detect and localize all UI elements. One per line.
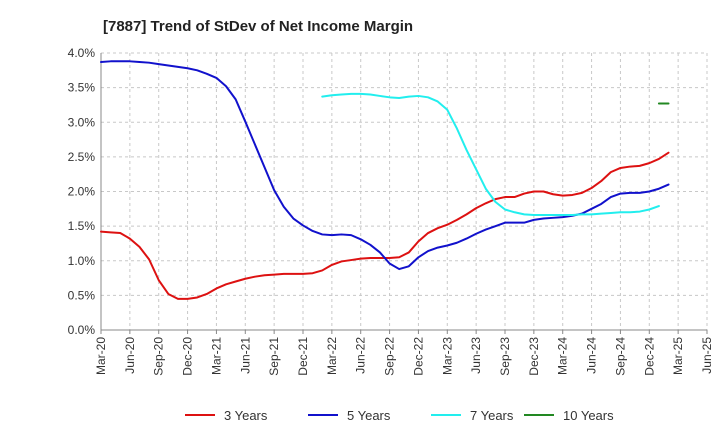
x-tick-label: Jun-24	[585, 337, 599, 374]
grid-lines	[101, 52, 708, 330]
series-line-7-years	[321, 92, 660, 217]
x-tick-label: Mar-24	[556, 337, 570, 375]
y-tick-label: 3.0%	[68, 115, 96, 129]
y-tick-label: 0.5%	[68, 288, 96, 302]
x-tick-label: Jun-20	[123, 337, 137, 374]
x-tick-label: Sep-21	[267, 337, 281, 376]
legend-label-3-years: 3 Years	[224, 408, 268, 423]
x-tick-labels: Mar-20 Jun-20 Sep-20 Dec-20 Mar-21 Jun-21 Sep-…	[94, 337, 714, 376]
y-tick-label: 4.0%	[68, 46, 96, 60]
chart-title: [7887] Trend of StDev of Net Income Marg…	[103, 18, 413, 35]
x-tick-label: Dec-24	[642, 337, 656, 376]
y-tick-label: 2.0%	[68, 185, 96, 199]
legend-label-7-years: 7 Years	[470, 408, 514, 423]
x-tick-label: Jun-25	[700, 337, 714, 374]
x-tick-label: Dec-23	[527, 337, 541, 376]
x-tick-label: Mar-20	[94, 337, 108, 375]
x-tick-label: Mar-21	[209, 337, 223, 375]
y-tick-label: 3.5%	[68, 81, 96, 95]
y-tick-label: 0.0%	[68, 323, 96, 337]
y-tick-label: 2.5%	[68, 150, 96, 164]
x-tick-label: Jun-22	[354, 337, 368, 374]
x-tick-label: Mar-23	[440, 337, 454, 375]
x-tick-label: Sep-20	[152, 337, 166, 376]
x-tick-label: Mar-22	[325, 337, 339, 375]
y-tick-label: 1.5%	[68, 219, 96, 233]
legend: 3 Years 5 Years 7 Years 10 Years	[185, 408, 614, 423]
axes	[100, 53, 708, 334]
x-tick-label: Dec-21	[296, 337, 310, 376]
y-tick-label: 1.0%	[68, 254, 96, 268]
series-line-5-years	[100, 60, 670, 271]
x-tick-label: Jun-23	[469, 337, 483, 374]
x-tick-label: Dec-22	[411, 337, 425, 376]
x-tick-label: Sep-24	[613, 337, 627, 376]
x-tick-label: Sep-23	[498, 337, 512, 376]
x-tick-label: Dec-20	[181, 337, 195, 376]
x-tick-label: Mar-25	[671, 337, 685, 375]
legend-label-10-years: 10 Years	[563, 408, 614, 423]
x-tick-label: Jun-21	[238, 337, 252, 374]
legend-label-5-years: 5 Years	[347, 408, 391, 423]
y-tick-labels: 0.0% 0.5% 1.0% 1.5% 2.0% 2.5% 3.0% 3.5% 4.0%	[68, 46, 96, 337]
x-tick-label: Sep-22	[383, 337, 397, 376]
series-lines	[100, 60, 670, 300]
